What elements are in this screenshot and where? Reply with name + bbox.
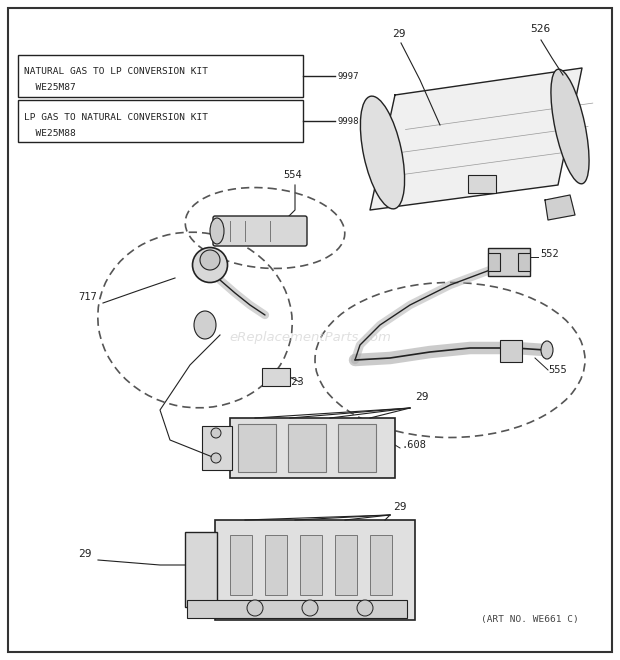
Text: (ART NO. WE661 C): (ART NO. WE661 C) bbox=[481, 615, 579, 624]
Bar bbox=[488, 248, 530, 276]
Text: 555: 555 bbox=[548, 365, 567, 375]
Text: 9998: 9998 bbox=[338, 117, 360, 126]
Circle shape bbox=[211, 428, 221, 438]
Text: WE25M87: WE25M87 bbox=[24, 84, 76, 92]
Text: NATURAL GAS TO LP CONVERSION KIT: NATURAL GAS TO LP CONVERSION KIT bbox=[24, 67, 208, 77]
Ellipse shape bbox=[200, 250, 220, 270]
Bar bbox=[335, 535, 357, 595]
Bar bbox=[262, 368, 290, 386]
Text: 29: 29 bbox=[415, 392, 428, 402]
Ellipse shape bbox=[360, 96, 405, 209]
Bar bbox=[230, 535, 252, 595]
Text: 29: 29 bbox=[78, 549, 92, 559]
Text: 29: 29 bbox=[392, 29, 405, 39]
Text: 552: 552 bbox=[540, 249, 559, 259]
Text: 526: 526 bbox=[530, 24, 551, 34]
Bar bbox=[215, 520, 415, 620]
Bar bbox=[300, 535, 322, 595]
Bar bbox=[238, 424, 276, 472]
Text: 717: 717 bbox=[78, 292, 97, 302]
Bar bbox=[500, 340, 522, 362]
Circle shape bbox=[247, 600, 263, 616]
Text: WE25M88: WE25M88 bbox=[24, 129, 76, 137]
Bar bbox=[187, 600, 407, 618]
Text: .608: .608 bbox=[402, 440, 427, 450]
Text: eReplacementParts.com: eReplacementParts.com bbox=[229, 331, 391, 345]
Bar bbox=[468, 175, 496, 193]
Ellipse shape bbox=[192, 248, 228, 282]
Bar bbox=[18, 55, 303, 97]
Circle shape bbox=[211, 453, 221, 463]
Ellipse shape bbox=[541, 341, 553, 359]
Bar bbox=[230, 418, 395, 478]
Polygon shape bbox=[370, 68, 582, 210]
Bar bbox=[288, 424, 326, 472]
Ellipse shape bbox=[210, 218, 224, 244]
Text: LP GAS TO NATURAL CONVERSION KIT: LP GAS TO NATURAL CONVERSION KIT bbox=[24, 112, 208, 121]
Bar bbox=[338, 424, 376, 472]
Bar bbox=[265, 535, 287, 595]
Ellipse shape bbox=[551, 69, 589, 183]
Bar bbox=[518, 253, 530, 271]
Circle shape bbox=[357, 600, 373, 616]
Circle shape bbox=[302, 600, 318, 616]
Bar bbox=[18, 100, 303, 142]
Text: 29: 29 bbox=[393, 502, 407, 512]
Bar bbox=[370, 535, 392, 595]
Ellipse shape bbox=[194, 311, 216, 339]
Bar bbox=[488, 253, 500, 271]
Text: 723: 723 bbox=[285, 377, 304, 387]
Polygon shape bbox=[545, 195, 575, 220]
FancyBboxPatch shape bbox=[213, 216, 307, 246]
Bar bbox=[202, 426, 232, 470]
Bar bbox=[185, 532, 217, 607]
Text: 9997: 9997 bbox=[338, 72, 360, 81]
Text: 554: 554 bbox=[283, 170, 302, 180]
